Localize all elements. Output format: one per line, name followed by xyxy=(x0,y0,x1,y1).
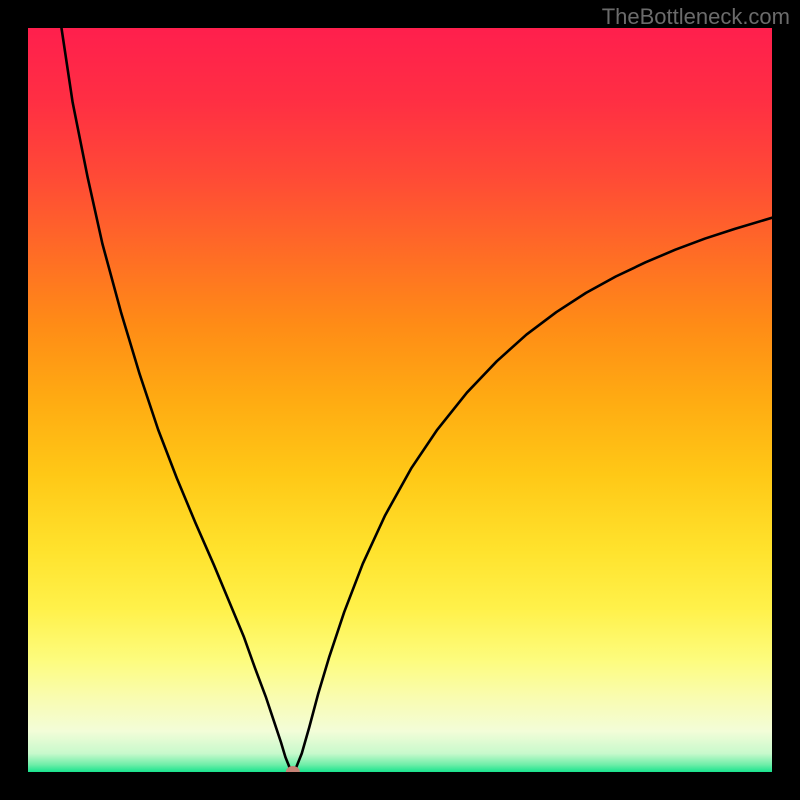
chart-container: TheBottleneck.com xyxy=(0,0,800,800)
bottleneck-chart xyxy=(0,0,800,800)
chart-plot-background xyxy=(28,28,772,772)
